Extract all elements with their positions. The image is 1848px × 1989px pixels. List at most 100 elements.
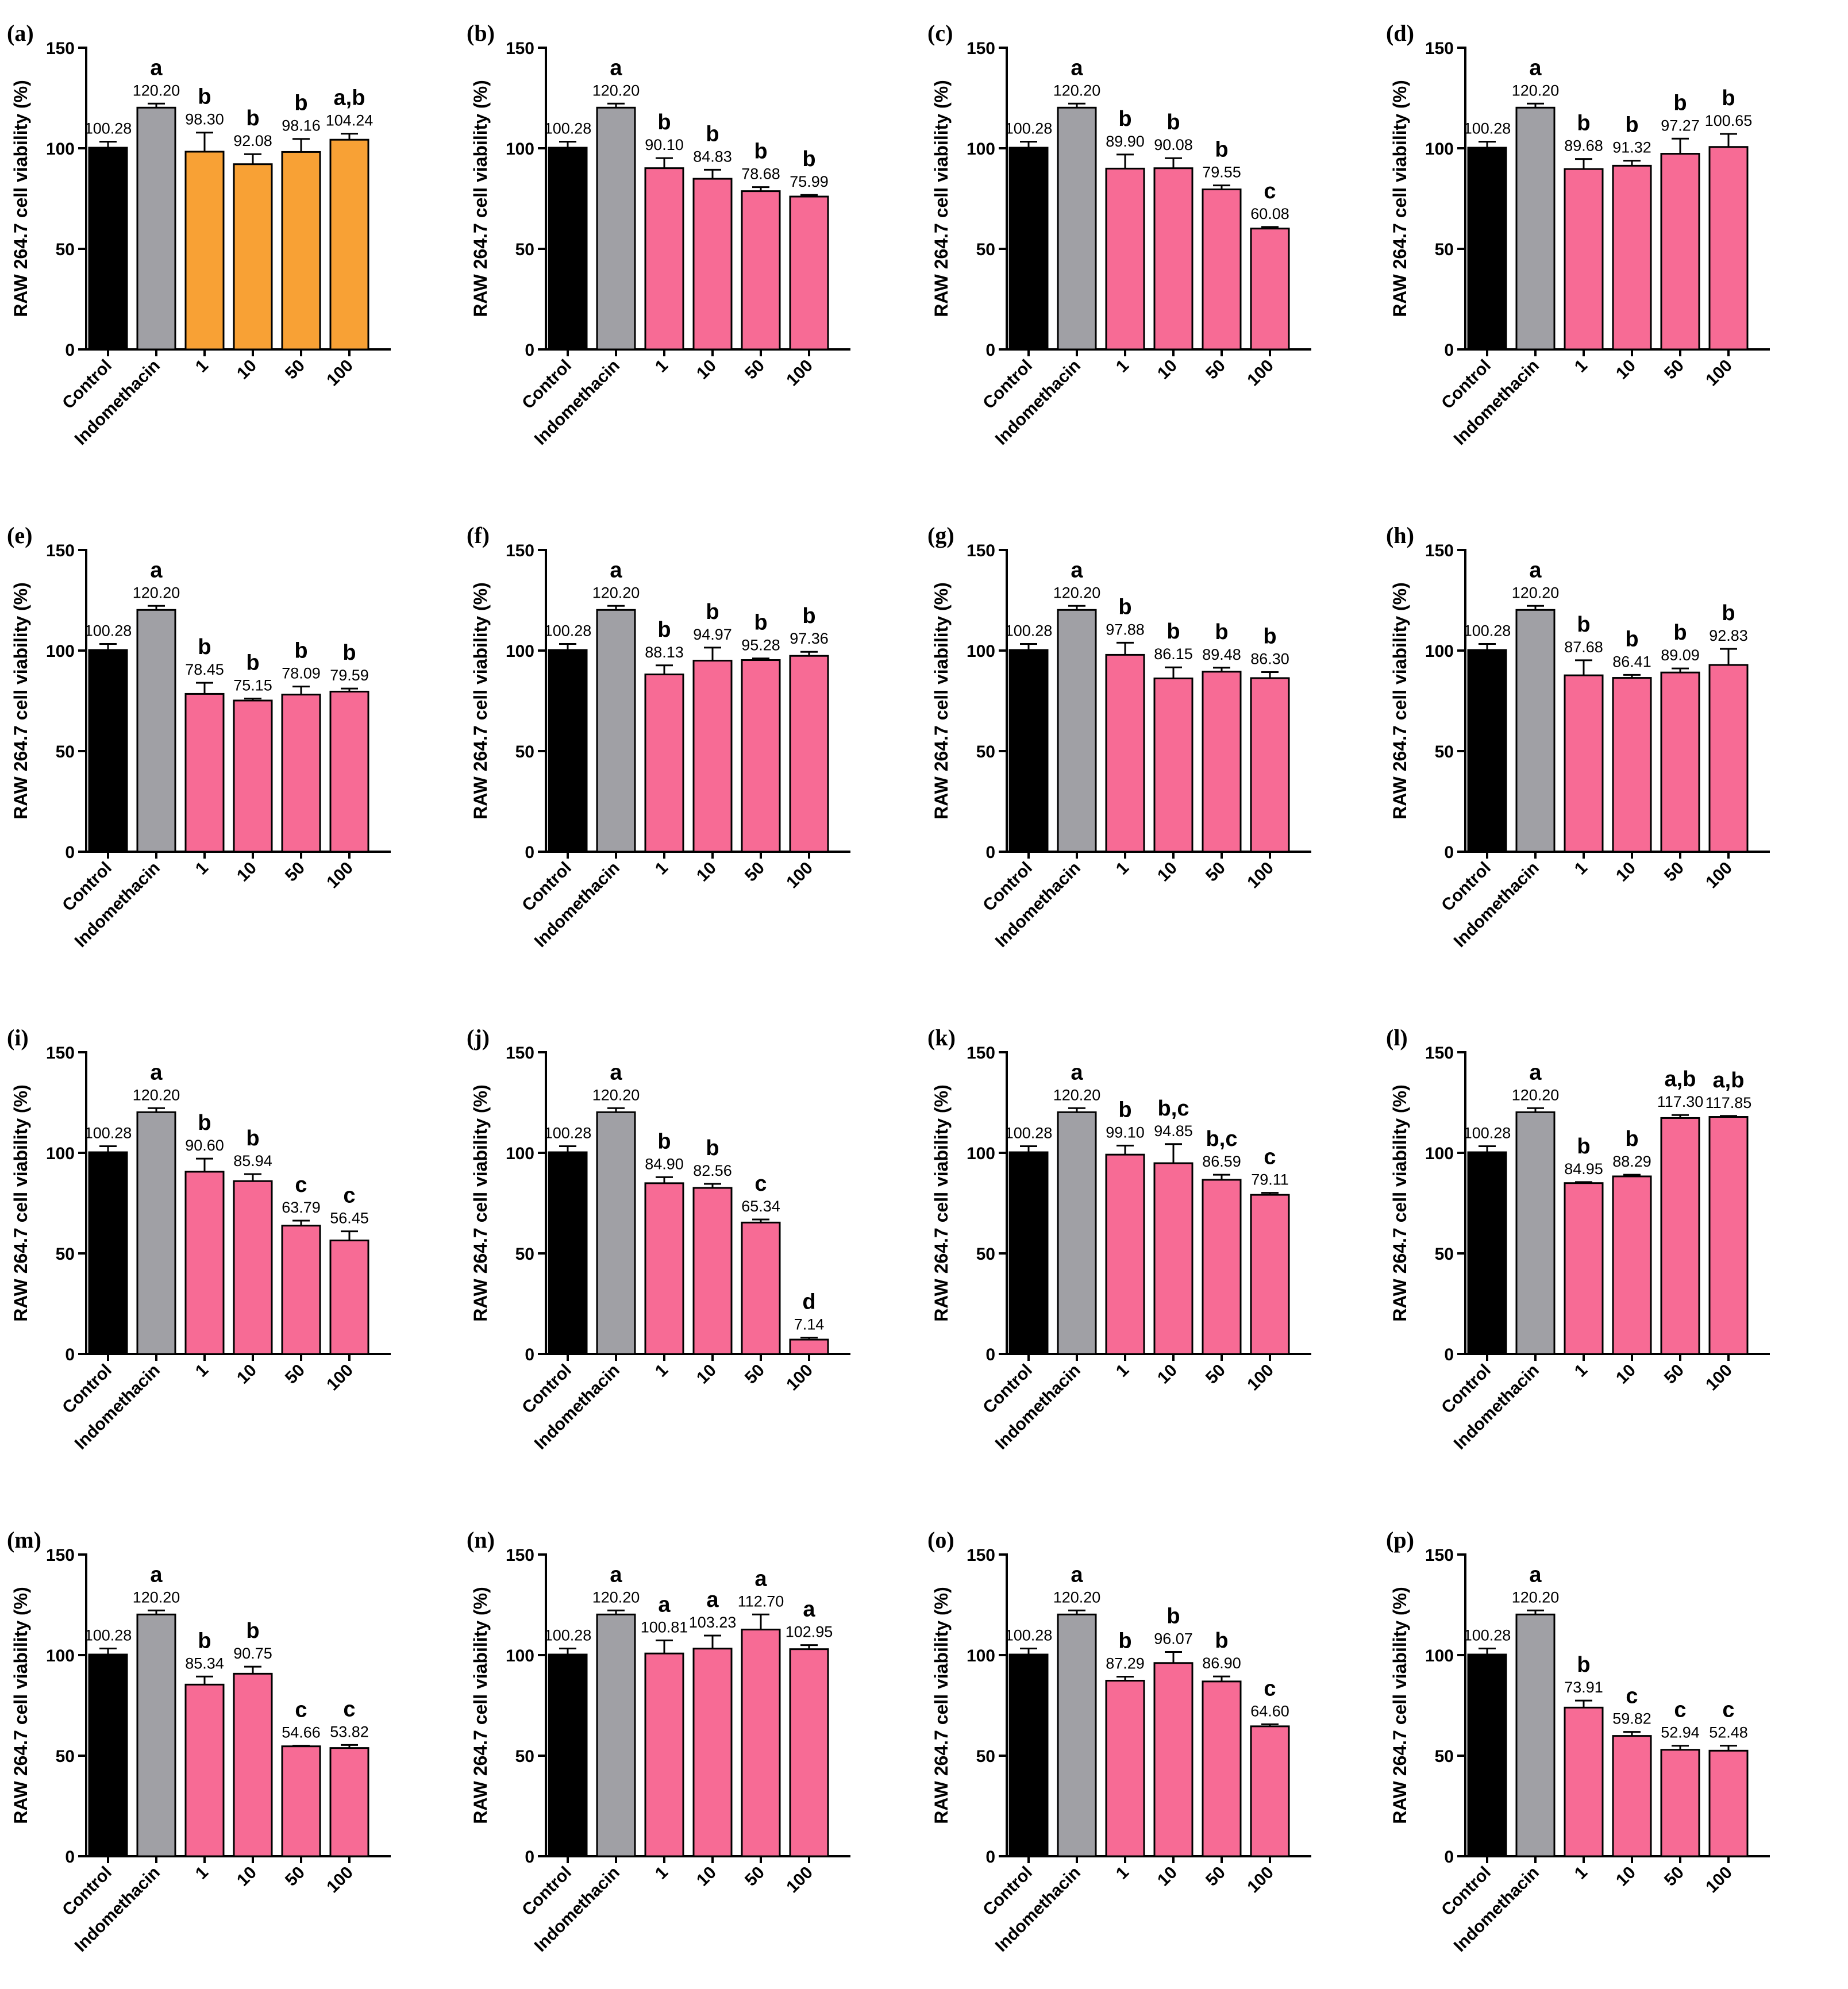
- bar: [1612, 164, 1652, 351]
- bar: [1008, 649, 1049, 853]
- y-tick-label: 50: [56, 1747, 75, 1766]
- significance-letter: b: [246, 1126, 259, 1151]
- significance-letter: b: [1263, 624, 1276, 648]
- x-tick-label: 50: [741, 356, 768, 383]
- x-tick-label: 10: [1612, 1863, 1639, 1890]
- bar: [1467, 1151, 1507, 1355]
- panel-label: (p): [1386, 1527, 1414, 1553]
- chart-panel: (n)RAW 264.7 cell viability (%)050100150…: [467, 1527, 850, 1956]
- x-tick-label: 1: [192, 859, 212, 879]
- chart-panel: (d)RAW 264.7 cell viability (%)050100150…: [1386, 20, 1770, 449]
- data-label: 97.88: [1106, 621, 1145, 638]
- data-label: 86.30: [1250, 650, 1289, 667]
- data-label: 79.59: [330, 667, 369, 684]
- significance-letter: b: [1215, 138, 1228, 162]
- data-label: 100.28: [84, 1627, 132, 1644]
- x-tick-label: 10: [233, 859, 260, 886]
- y-tick-label: 150: [46, 541, 75, 560]
- bar: [281, 151, 321, 351]
- significance-letter: b: [294, 91, 307, 116]
- y-tick-label: 100: [506, 1144, 534, 1163]
- y-axis-label: RAW 264.7 cell viability (%): [470, 1587, 491, 1824]
- y-axis-label: RAW 264.7 cell viability (%): [470, 582, 491, 820]
- significance-letter: b: [198, 85, 211, 109]
- x-tick-label: 1: [192, 1863, 212, 1883]
- bar: [1057, 106, 1097, 351]
- y-tick-label: 100: [46, 140, 75, 159]
- data-label: 100.28: [544, 1627, 592, 1644]
- y-tick-label: 50: [515, 240, 534, 259]
- x-tick-label: Indomethacin: [1450, 1361, 1543, 1453]
- significance-letter: c: [1674, 1698, 1686, 1722]
- data-label: 90.10: [645, 136, 684, 153]
- bar: [136, 1111, 176, 1355]
- data-label: 97.36: [790, 630, 829, 647]
- x-tick-label: 100: [1243, 356, 1277, 390]
- significance-letter: b: [246, 106, 259, 130]
- data-label: 104.24: [326, 112, 374, 129]
- data-label: 75.99: [790, 173, 829, 190]
- bar: [136, 1613, 176, 1857]
- data-label: 100.28: [1464, 622, 1511, 640]
- significance-letter: d: [802, 1290, 815, 1314]
- bar: [1467, 1653, 1507, 1857]
- bar: [1612, 677, 1652, 853]
- bar: [329, 139, 369, 351]
- bar: [1660, 671, 1700, 853]
- data-label: 89.68: [1564, 137, 1603, 155]
- chart-panel: (a)RAW 264.7 cell viability (%)050100150…: [7, 20, 391, 449]
- bar: [88, 1653, 128, 1857]
- bar: [1250, 677, 1290, 853]
- x-tick-label: 100: [1702, 1361, 1736, 1395]
- bar: [1057, 609, 1097, 853]
- x-tick-label: 10: [233, 356, 260, 383]
- bar: [1515, 1613, 1556, 1857]
- data-label: 86.41: [1612, 653, 1651, 670]
- significance-letter: a,b: [1665, 1067, 1696, 1091]
- significance-letter: b: [246, 1619, 259, 1643]
- significance-letter: b: [802, 604, 815, 628]
- x-tick-label: 1: [1571, 859, 1591, 879]
- panel-label: (c): [927, 20, 953, 46]
- bar: [184, 151, 225, 351]
- significance-letter: b: [657, 1129, 671, 1153]
- bar: [136, 609, 176, 853]
- data-label: 92.83: [1709, 627, 1748, 644]
- significance-letter: b: [1215, 620, 1228, 644]
- y-axis-label: RAW 264.7 cell viability (%): [1389, 1587, 1410, 1824]
- significance-letter: b: [1118, 595, 1131, 619]
- data-label: 79.11: [1251, 1171, 1289, 1188]
- bar: [644, 1182, 684, 1355]
- x-tick-label: 1: [652, 1361, 672, 1381]
- y-tick-label: 50: [515, 1747, 534, 1766]
- chart-panel: (k)RAW 264.7 cell viability (%)050100150…: [927, 1025, 1311, 1453]
- x-tick-label: 10: [693, 1863, 720, 1890]
- x-tick-label: 50: [741, 1863, 768, 1890]
- x-tick-label: 50: [1661, 1863, 1688, 1890]
- data-label: 85.94: [233, 1152, 272, 1169]
- bar: [281, 694, 321, 853]
- data-label: 96.07: [1154, 1630, 1193, 1648]
- bar: [1250, 1194, 1290, 1355]
- y-tick-label: 150: [1425, 39, 1454, 58]
- significance-letter: b: [342, 641, 356, 665]
- data-label: 117.30: [1657, 1093, 1704, 1110]
- data-label: 120.20: [592, 1086, 640, 1103]
- significance-letter: b: [1166, 1605, 1180, 1629]
- data-label: 56.45: [330, 1210, 369, 1227]
- significance-letter: a: [150, 1060, 163, 1084]
- x-tick-label: 10: [233, 1863, 260, 1890]
- data-label: 88.29: [1612, 1153, 1651, 1170]
- chart-panel: (h)RAW 264.7 cell viability (%)050100150…: [1386, 522, 1770, 951]
- bar: [548, 1151, 588, 1355]
- x-tick-label: Indomethacin: [531, 1863, 623, 1956]
- significance-letter: a,b: [1713, 1068, 1745, 1092]
- y-tick-label: 100: [46, 642, 75, 661]
- x-tick-label: 50: [741, 859, 768, 886]
- bar: [596, 609, 636, 853]
- y-tick-label: 0: [1444, 1345, 1454, 1364]
- data-label: 100.28: [544, 622, 592, 640]
- y-tick-label: 50: [976, 240, 995, 259]
- y-tick-label: 50: [1435, 1245, 1454, 1264]
- y-tick-label: 50: [56, 1245, 75, 1264]
